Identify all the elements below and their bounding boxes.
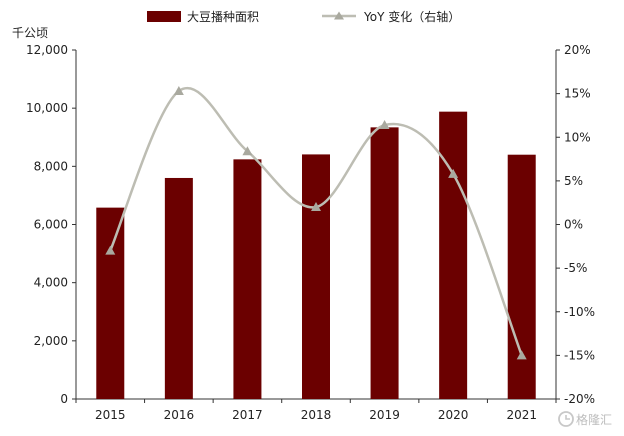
- yoy-marker-2020: [448, 168, 459, 178]
- right-axis-tick-label: 10%: [564, 130, 591, 144]
- yoy-marker-2015: [105, 245, 116, 255]
- left-axis-ticks: 0 2,000 4,000 6,000 8,000 10,000 12,000: [26, 43, 76, 406]
- watermark-text: 格隆汇: [576, 412, 612, 427]
- gelonghui-logo-icon: [558, 411, 574, 427]
- x-axis-tick-label: 2017: [232, 408, 263, 422]
- yoy-marker-2018: [311, 202, 321, 212]
- right-axis-tick-label: -10%: [564, 305, 595, 319]
- x-axis-tick-label: 2019: [369, 408, 400, 422]
- left-axis-tick-label: 12,000: [26, 43, 68, 57]
- right-axis-tick-label: -20%: [564, 392, 595, 406]
- legend-bar-label: 大豆播种面积: [187, 10, 259, 24]
- legend-bar-swatch: [147, 11, 181, 22]
- legend: 大豆播种面积 YoY 变化（右轴）: [147, 9, 460, 24]
- right-axis-ticks: -20% -15% -10% -5% 0% 5% 10% 15% 20%: [556, 43, 595, 406]
- left-axis-tick-label: 6,000: [34, 218, 68, 232]
- left-axis-tick-label: 4,000: [34, 276, 68, 290]
- left-axis-tick-label: 10,000: [26, 101, 68, 115]
- right-axis-tick-label: 20%: [564, 43, 591, 57]
- right-axis-tick-label: 15%: [564, 87, 591, 101]
- yoy-marker-2017: [242, 146, 253, 156]
- bar-2018: [302, 154, 330, 399]
- x-axis-tick-label: 2021: [506, 408, 537, 422]
- x-axis-tick-labels: 2015 2016 2017 2018 2019 2020 2021: [75, 399, 557, 422]
- left-axis-tick-label: 8,000: [34, 159, 68, 173]
- right-axis-tick-label: 5%: [564, 174, 583, 188]
- yoy-marker-2019: [379, 120, 390, 130]
- yoy-line-series: [105, 86, 527, 360]
- x-axis-tick-label: 2016: [164, 408, 195, 422]
- x-axis-tick-label: 2015: [95, 408, 126, 422]
- x-axis-tick-label: 2018: [301, 408, 332, 422]
- left-axis-unit-label: 千公顷: [12, 26, 48, 40]
- left-axis-tick-label: 0: [60, 392, 68, 406]
- x-axis-tick-label: 2020: [438, 408, 469, 422]
- watermark: 格隆汇: [558, 411, 612, 427]
- bar-2020: [439, 111, 468, 399]
- bar-2016: [164, 177, 193, 399]
- right-axis-tick-label: 0%: [564, 218, 583, 232]
- legend-line-label: YoY 变化（右轴）: [363, 9, 460, 24]
- bar-2019: [370, 127, 399, 399]
- yoy-marker-2016: [173, 86, 184, 96]
- bar-2015: [96, 207, 125, 399]
- bar-2017: [233, 159, 262, 399]
- yoy-marker-2021: [516, 350, 527, 360]
- bar-2021: [507, 154, 536, 399]
- left-axis-tick-label: 2,000: [34, 334, 68, 348]
- legend-line-marker: [334, 11, 344, 20]
- bar-series: [96, 111, 536, 399]
- right-axis-tick-label: -15%: [564, 348, 595, 362]
- right-axis-tick-label: -5%: [564, 261, 587, 275]
